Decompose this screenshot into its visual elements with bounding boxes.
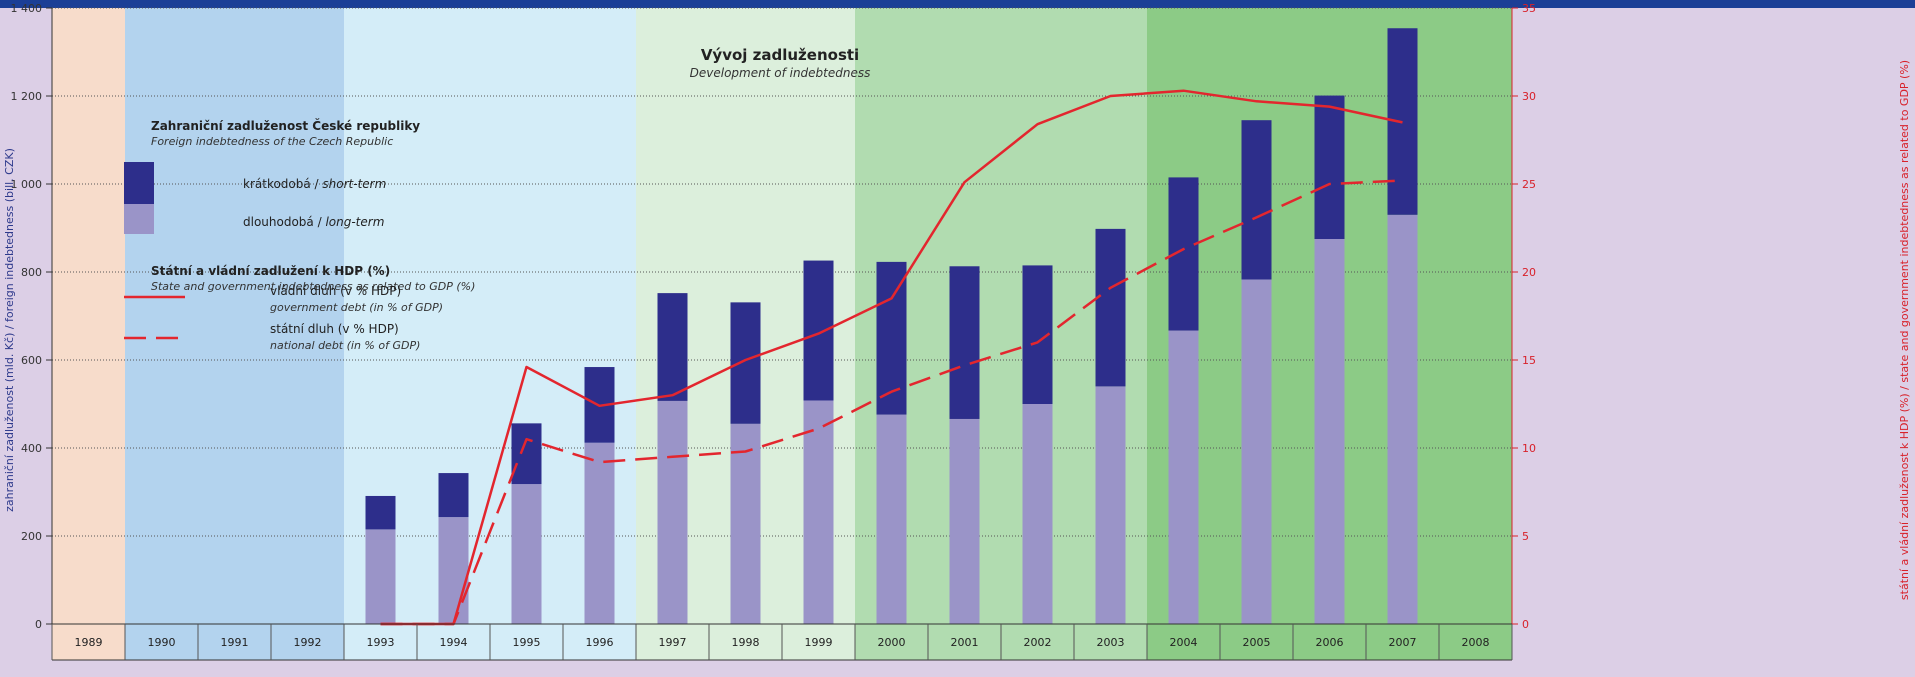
left-tick-label: 0 bbox=[35, 618, 42, 631]
legend-foreign-subtitle: Foreign indebtedness of the Czech Republ… bbox=[151, 135, 393, 148]
left-tick-label: 1 400 bbox=[11, 2, 43, 15]
right-tick-label: 25 bbox=[1522, 178, 1536, 191]
bar-long-term-2003 bbox=[1095, 386, 1126, 624]
bar-long-term-1996 bbox=[584, 442, 615, 624]
bar-series bbox=[365, 28, 1418, 625]
bar-long-term-2005 bbox=[1241, 279, 1272, 624]
right-tick-label: 10 bbox=[1522, 442, 1536, 455]
line-series bbox=[380, 89, 1403, 626]
category-label-2003: 2003 bbox=[1097, 636, 1125, 649]
category-label-1999: 1999 bbox=[805, 636, 833, 649]
right-tick-label: 30 bbox=[1522, 90, 1536, 103]
legend-gdp-subtitle: State and government indebtedness as rel… bbox=[151, 280, 475, 293]
category-label-2005: 2005 bbox=[1243, 636, 1271, 649]
bar-short-term-1999 bbox=[803, 260, 834, 401]
category-label-2001: 2001 bbox=[951, 636, 979, 649]
category-label-2002: 2002 bbox=[1024, 636, 1052, 649]
category-label-2008: 2008 bbox=[1462, 636, 1490, 649]
left-tick-label: 400 bbox=[21, 442, 42, 455]
right-axis-label: státní a vládní zadluženost k HDP (%) / … bbox=[1898, 60, 1911, 600]
bar-long-term-1994 bbox=[438, 517, 469, 624]
bar-short-term-2006 bbox=[1314, 95, 1345, 239]
bar-short-term-1997 bbox=[657, 293, 688, 401]
category-label-2004: 2004 bbox=[1170, 636, 1198, 649]
legend-gdp-title: Státní a vládní zadlužení k HDP (%) bbox=[151, 264, 390, 278]
legend-long-term-label: dlouhodobá / long-term bbox=[243, 215, 384, 229]
category-label-1989: 1989 bbox=[75, 636, 103, 649]
period-band-1 bbox=[125, 8, 344, 660]
left-tick-label: 1 200 bbox=[11, 90, 43, 103]
bar-short-term-1994 bbox=[438, 473, 469, 518]
bar-short-term-2001 bbox=[949, 266, 980, 419]
bar-long-term-2000 bbox=[876, 414, 907, 624]
bar-short-term-1995 bbox=[511, 423, 542, 485]
category-label-2007: 2007 bbox=[1389, 636, 1417, 649]
legend-national-label: státní dluh (v % HDP) bbox=[270, 322, 399, 336]
bar-short-term-1993 bbox=[365, 495, 396, 530]
right-tick-label: 35 bbox=[1522, 2, 1536, 15]
bar-long-term-1995 bbox=[511, 484, 542, 624]
line-government bbox=[380, 89, 1403, 626]
bar-long-term-2001 bbox=[949, 418, 980, 624]
bar-short-term-2005 bbox=[1241, 120, 1272, 280]
category-label-2006: 2006 bbox=[1316, 636, 1344, 649]
category-label-1998: 1998 bbox=[732, 636, 760, 649]
right-tick-label: 15 bbox=[1522, 354, 1536, 367]
category-label-2000: 2000 bbox=[878, 636, 906, 649]
category-label-1997: 1997 bbox=[659, 636, 687, 649]
line-national bbox=[380, 179, 1403, 626]
category-label-1994: 1994 bbox=[440, 636, 468, 649]
left-tick-label: 600 bbox=[21, 354, 42, 367]
left-axis-label: zahraniční zadluženost (mld. Kč) / forei… bbox=[3, 148, 16, 512]
bar-long-term-2007 bbox=[1387, 214, 1418, 625]
left-tick-label: 1 000 bbox=[11, 178, 43, 191]
category-label-1993: 1993 bbox=[367, 636, 395, 649]
bar-short-term-2003 bbox=[1095, 228, 1126, 387]
right-tick-label: 0 bbox=[1522, 618, 1529, 631]
chart-title: Vývoj zadluženosti bbox=[701, 46, 859, 64]
legend-government-label-en: government debt (in % of GDP) bbox=[270, 301, 443, 314]
bar-long-term-1999 bbox=[803, 400, 834, 624]
bar-long-term-1993 bbox=[365, 529, 396, 624]
bar-long-term-1997 bbox=[657, 400, 688, 624]
legend-government-label: vládní dluh (v % HDP) bbox=[270, 284, 401, 298]
period-band-0 bbox=[52, 8, 125, 660]
axes: 0 200 400 600 800 1 000 1 200 1 400 0 5 10 15 20 25 30… bbox=[11, 2, 1536, 661]
legend: Zahraniční zadluženost České republiky F… bbox=[124, 118, 475, 352]
bar-long-term-2002 bbox=[1022, 404, 1053, 624]
category-label-1996: 1996 bbox=[586, 636, 614, 649]
chart-subtitle: Development of indebtedness bbox=[690, 66, 871, 80]
bar-long-term-2006 bbox=[1314, 239, 1345, 624]
right-tick-label: 20 bbox=[1522, 266, 1536, 279]
category-label-1995: 1995 bbox=[513, 636, 541, 649]
bar-short-term-1998 bbox=[730, 302, 761, 424]
category-label-1990: 1990 bbox=[148, 636, 176, 649]
left-tick-label: 200 bbox=[21, 530, 42, 543]
legend-national-label-en: national debt (in % of GDP) bbox=[270, 339, 420, 352]
category-label-1991: 1991 bbox=[221, 636, 249, 649]
gridlines bbox=[52, 7, 1512, 537]
bar-short-term-2000 bbox=[876, 261, 907, 415]
legend-short-term-label: krátkodobá / short-term bbox=[243, 177, 386, 191]
legend-foreign-title: Zahraniční zadluženost České republiky bbox=[151, 118, 420, 133]
right-tick-label: 5 bbox=[1522, 530, 1529, 543]
left-tick-label: 800 bbox=[21, 266, 42, 279]
legend-long-term-swatch bbox=[124, 204, 154, 234]
category-label-1992: 1992 bbox=[294, 636, 322, 649]
bar-long-term-1998 bbox=[730, 423, 761, 624]
top-strip bbox=[0, 0, 1915, 8]
legend-short-term-swatch bbox=[124, 162, 154, 204]
bar-long-term-2004 bbox=[1168, 330, 1199, 624]
